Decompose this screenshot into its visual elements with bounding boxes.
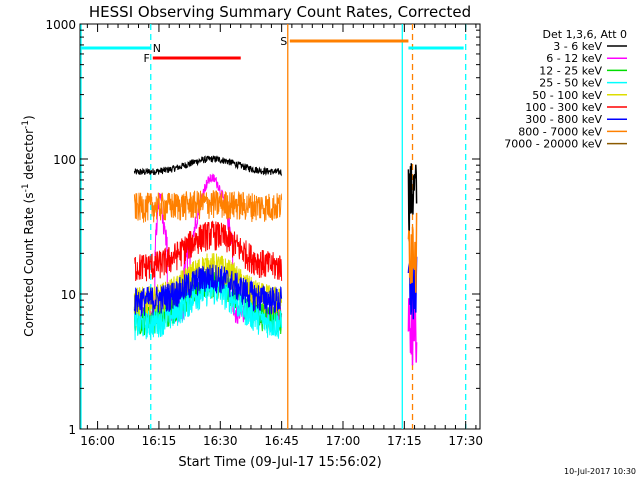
vertical-markers (80, 24, 467, 429)
flag-label-N: N (153, 42, 161, 55)
x-axis-ticks: 16:00 16:15 16:30 16:45 17:00 17:15 17:30 (80, 24, 483, 448)
legend-label-1: 6 - 12 keV (546, 52, 602, 65)
series-line-7-seg2 (407, 212, 418, 293)
legend-label-4: 50 - 100 keV (532, 89, 602, 102)
footer-timestamp: 10-Jul-2017 10:30 (564, 467, 636, 476)
series-line-3 (133, 277, 283, 341)
y-axis-label-sup2: -1 (21, 120, 31, 129)
x-tick-label-5: 17:15 (387, 434, 422, 448)
plot-frame (79, 23, 481, 430)
legend-label-8: 7000 - 20000 keV (504, 138, 602, 151)
legend-label-6: 300 - 800 keV (525, 113, 602, 126)
y-tick-label-0: 1 (68, 423, 76, 437)
legend-header: Det 1,3,6, Att 0 (543, 28, 627, 41)
x-tick-label-6: 17:30 (448, 434, 483, 448)
x-tick-label-1: 16:15 (142, 434, 177, 448)
x-tick-label-2: 16:30 (203, 434, 238, 448)
flag-label-S: S (280, 35, 287, 48)
x-tick-label-0: 16:00 (80, 434, 115, 448)
series-line-5 (134, 220, 283, 282)
chart-title: HESSI Observing Summary Count Rates, Cor… (89, 3, 471, 21)
series-group (133, 154, 418, 366)
legend-label-2: 12 - 25 keV (539, 64, 602, 77)
y-axis-ticks: 1 10 100 1000 (45, 18, 480, 437)
flag-label-F: F (144, 52, 150, 65)
series-line-0 (133, 154, 283, 177)
y-axis-label-mid: detector (22, 129, 36, 184)
x-axis-label: Start Time (09-Jul-17 15:56:02) (178, 455, 381, 470)
series-line-4 (133, 253, 283, 316)
legend-label-7: 800 - 7000 keV (518, 125, 602, 138)
x-tick-label-4: 17:00 (326, 434, 361, 448)
series-line-0-seg2 (407, 163, 418, 242)
flag-bars: NF S (81, 35, 464, 65)
y-axis-label: Corrected Count Rate (s-1 detector-1) (21, 115, 36, 336)
series-line-7 (133, 190, 283, 223)
legend-label-5: 100 - 300 keV (525, 101, 602, 114)
x-tick-label-3: 16:45 (264, 434, 299, 448)
y-tick-label-2: 100 (53, 153, 76, 167)
series-line-6 (133, 264, 283, 317)
y-axis-label-sup1: -1 (21, 183, 31, 192)
y-axis-label-end: ) (22, 115, 36, 120)
y-axis-label-main: Corrected Count Rate (s (22, 192, 36, 336)
y-tick-label-3: 1000 (45, 18, 76, 32)
y-tick-label-1: 10 (61, 288, 76, 302)
legend-label-0: 3 - 6 keV (553, 40, 602, 53)
legend-label-3: 25 - 50 keV (539, 77, 602, 90)
